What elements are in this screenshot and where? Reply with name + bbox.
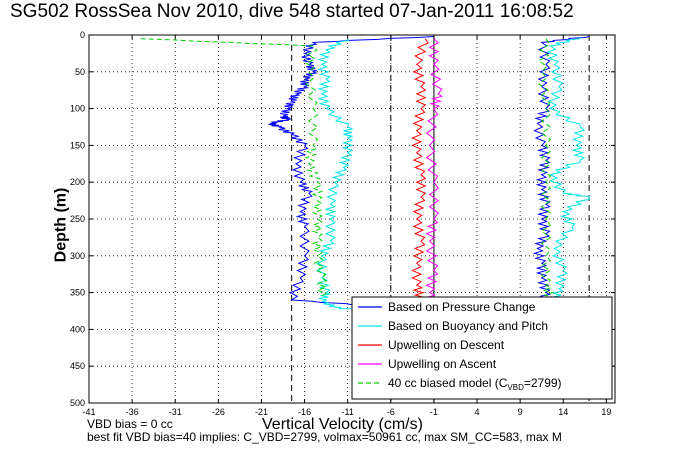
y-tick-label: 50 <box>75 67 85 77</box>
y-axis-label: Depth (m) <box>52 187 70 263</box>
legend-label: Based on Buoyancy and Pitch <box>388 319 548 333</box>
y-tick-label: 300 <box>70 251 85 261</box>
x-axis-label: Vertical Velocity (cm/s) <box>262 416 423 433</box>
x-tick-label: -1 <box>430 407 438 417</box>
x-tick-label: -36 <box>126 407 139 417</box>
x-tick-label: -16 <box>298 407 311 417</box>
x-tick-label: 19 <box>601 407 611 417</box>
footer-vbd-bias: VBD bias = 0 cc <box>87 417 173 431</box>
tick-layer: -41 -36 -31 -26 -21 -16 -11 -6 -1 4 9 14 19 0 50 100 150… <box>70 30 615 417</box>
chart-title: SG502 RossSea Nov 2010, dive 548 started… <box>10 1 574 22</box>
x-tick-label: 14 <box>558 407 568 417</box>
y-tick-label: 200 <box>70 177 85 187</box>
legend-label: Upwelling on Ascent <box>388 357 497 371</box>
x-tick-label: -41 <box>82 407 95 417</box>
legend: Based on Pressure Change Based on Buoyanc… <box>351 296 613 400</box>
y-tick-label: 450 <box>70 361 85 371</box>
y-tick-label: 250 <box>70 214 85 224</box>
x-tick-label: 9 <box>518 407 523 417</box>
legend-label: 40 cc biased model (CVBD=2799) <box>388 376 562 392</box>
legend-box <box>351 296 613 400</box>
y-tick-label: 150 <box>70 140 85 150</box>
footer-best-fit: best fit VBD bias=40 implies: C_VBD=2799… <box>87 430 562 444</box>
x-tick-label: -26 <box>212 407 225 417</box>
series-line-6 <box>546 36 590 302</box>
series-line-7 <box>537 38 556 301</box>
x-tick-label: -31 <box>169 407 182 417</box>
x-tick-label: -21 <box>255 407 268 417</box>
x-tick-label: 4 <box>475 407 480 417</box>
y-tick-label: 400 <box>70 324 85 334</box>
series-line-2 <box>411 38 429 308</box>
y-tick-label: 350 <box>70 288 85 298</box>
y-tick-label: 0 <box>80 30 85 40</box>
series-line-3 <box>424 38 443 312</box>
series-line-4 <box>140 38 328 297</box>
y-tick-label: 100 <box>70 104 85 114</box>
series-layer <box>140 36 590 312</box>
legend-label: Based on Pressure Change <box>388 300 536 314</box>
y-tick-label: 500 <box>70 398 85 408</box>
x-tick-label: -11 <box>342 407 354 417</box>
series-line-0 <box>268 36 434 310</box>
x-tick-label: -6 <box>387 407 395 417</box>
legend-label: Upwelling on Descent <box>388 338 505 352</box>
